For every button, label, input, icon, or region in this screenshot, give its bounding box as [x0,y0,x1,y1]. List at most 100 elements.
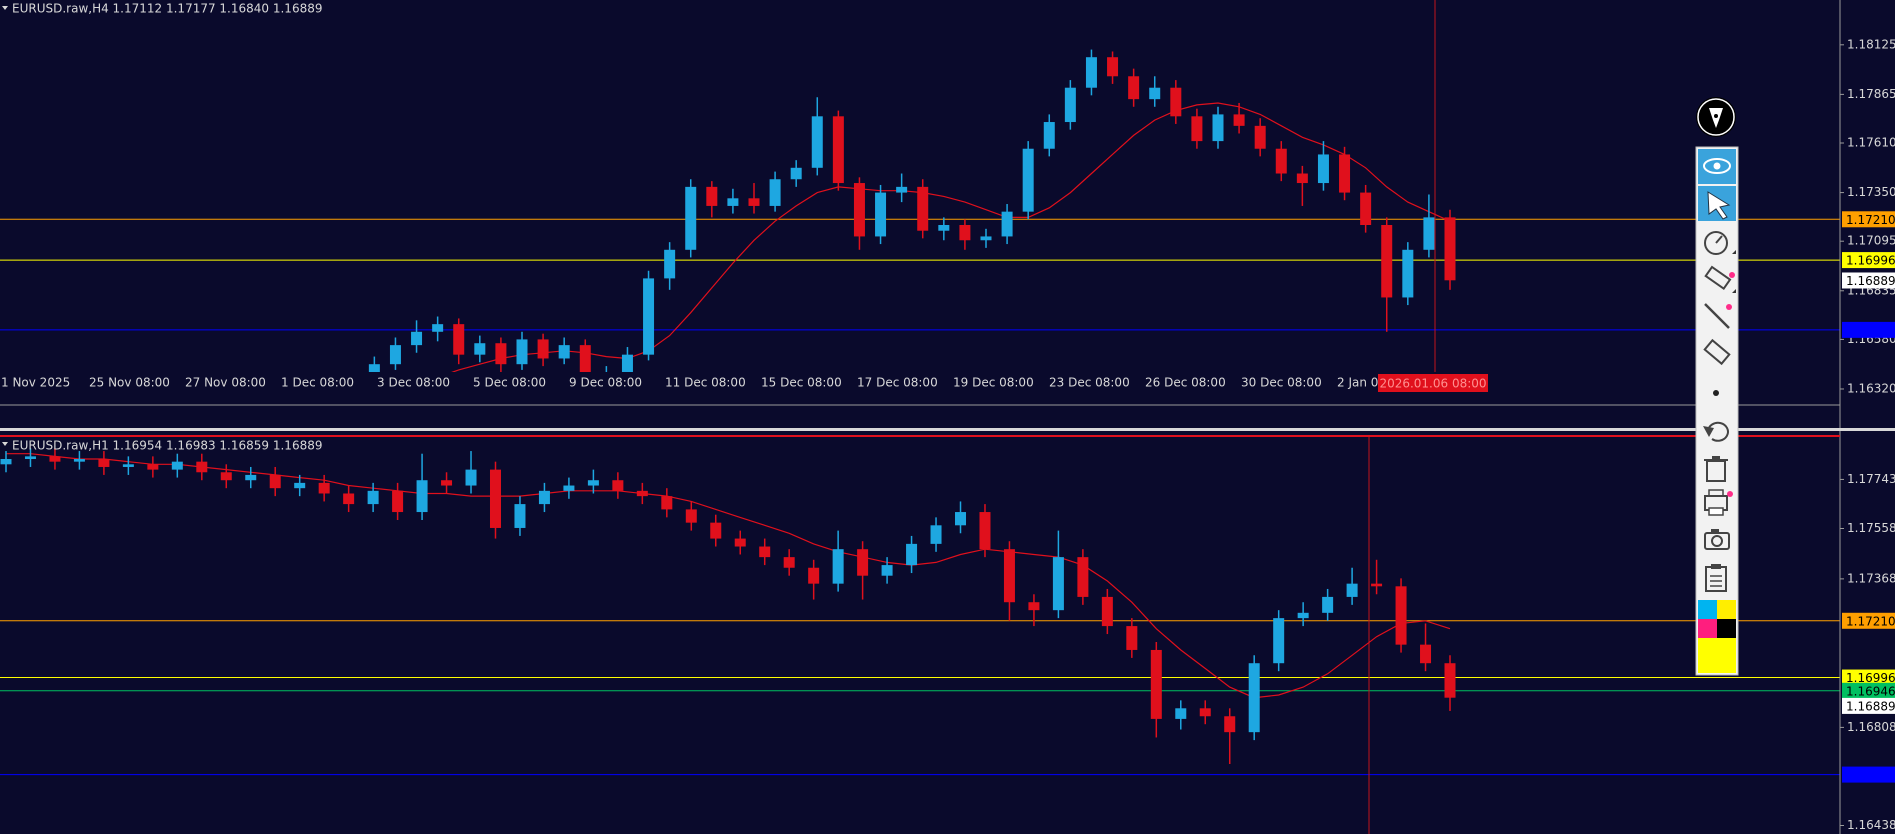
candle-body [1149,87,1161,100]
candle-body [1339,154,1351,193]
candle-body [1224,716,1236,733]
candle-body [0,459,12,465]
candle-body [661,496,673,510]
dot-button[interactable] [1713,390,1719,396]
x-tick-label: 23 Dec 08:00 [1049,376,1130,390]
price-level-label-box [1842,612,1895,629]
candle-body [1275,148,1287,174]
candle-body [389,345,401,365]
candle-body [808,567,820,584]
trash-button[interactable] [1704,456,1728,482]
collapse-arrow[interactable] [2,442,8,446]
candle-body [979,512,991,550]
timer-button[interactable] [1704,231,1736,255]
candle-body [643,278,655,355]
candle-body [1296,173,1308,184]
candle-body [1248,663,1260,733]
candle-body [1126,626,1138,650]
candle-body [411,331,423,346]
y-tick-label: 1.16808 [1847,720,1895,734]
collapse-arrow[interactable] [2,6,8,10]
eye-button[interactable] [1698,149,1736,184]
candle-body [269,474,281,489]
candle-body [748,198,760,206]
candle-body [1077,557,1089,597]
undo-button[interactable] [1703,421,1729,442]
price-level-label: 1.16996 [1846,254,1895,268]
candle-body [685,186,697,250]
candle-body [980,236,992,241]
candle-body [896,186,908,193]
candle-body [343,493,355,505]
eraser-button[interactable] [1703,338,1731,366]
candle-body [537,339,549,359]
candle-body [1420,644,1432,664]
candle-body [1128,76,1140,100]
line-button[interactable] [1704,303,1732,329]
print-button[interactable] [1704,489,1733,516]
candle-body [875,192,887,237]
candle-body [612,480,624,491]
h4-plot [0,0,1840,372]
y-tick-label: 1.18125 [1847,37,1895,51]
candle-body [636,490,648,497]
candle-body [1022,148,1034,212]
screenshot-button[interactable] [1704,529,1730,550]
candle-body [1150,649,1162,719]
clipboard-button[interactable] [1705,564,1727,592]
y-tick-label: 1.16320 [1847,381,1895,395]
x-tick-label: 15 Dec 08:00 [761,376,842,390]
candle-body [1444,217,1456,281]
candle-body [453,324,465,355]
candle-body [938,225,950,231]
price-level-label-box [1842,669,1895,686]
moving-average [6,453,1451,699]
candle-body [196,461,208,473]
candle-body [516,339,528,365]
price-level-label-box [1842,272,1895,289]
candle-body [1170,87,1182,117]
candle-body [734,538,746,547]
y-tick-label: 1.16438 [1847,818,1895,832]
candle-body [495,343,507,365]
color-picker[interactable] [1698,600,1736,673]
y-tick-label: 1.17743 [1847,472,1895,486]
candle-body [98,459,110,467]
candle-body [441,480,453,486]
candle-body [474,343,486,355]
x-tick-label: 27 Nov 08:00 [185,376,266,390]
candle-body [367,490,379,505]
candle-body [318,482,330,494]
price-level-label: 1.16889 [1846,699,1895,713]
h1-plot [0,437,1840,834]
x-tick-label: 19 Dec 08:00 [953,376,1034,390]
candle-body [465,469,477,486]
y-tick-label: 1.17095 [1847,234,1895,248]
candle-body [881,565,893,576]
candle-body [122,464,134,467]
y-tick-label: 1.17610 [1847,136,1895,150]
pen-button[interactable] [1696,97,1736,137]
x-tick-label: 25 Nov 08:00 [89,376,170,390]
toolbar-panel [1695,146,1739,676]
candle-body [538,490,550,505]
y-tick-label: 1.17350 [1847,185,1895,199]
candle-body [706,186,718,206]
candle-body [1191,116,1203,142]
candle-body [790,167,802,180]
candle-body [392,490,404,513]
x-tick-label: 1 Dec 08:00 [281,376,354,390]
candle-body [930,525,942,544]
x-tick-label: 9 Dec 08:00 [569,376,642,390]
ruler-button[interactable] [1704,265,1736,293]
panel-separator [0,428,1895,431]
cursor-button[interactable] [1698,186,1736,221]
candle-body [563,485,575,491]
candle-body [664,249,676,279]
candle-body [558,345,570,359]
candle-body [1317,154,1329,184]
y-tick-label: 1.17368 [1847,571,1895,585]
candle-body [727,198,739,206]
